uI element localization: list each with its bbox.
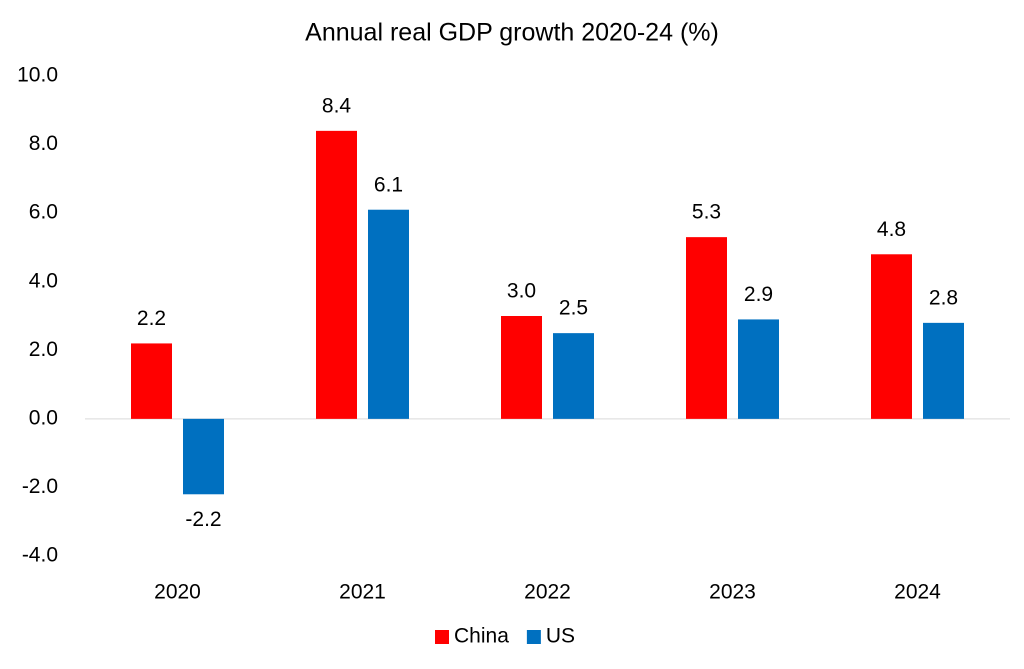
data-label: 2.9	[744, 283, 773, 306]
x-tick-label: 2020	[154, 581, 201, 604]
y-tick-label: 2.0	[29, 338, 58, 361]
data-label: 2.5	[559, 297, 588, 320]
data-label: 4.8	[877, 218, 906, 241]
bar	[923, 322, 964, 419]
data-label: 3.0	[507, 280, 536, 303]
y-tick-label: 8.0	[29, 132, 58, 155]
x-tick-label: 2022	[524, 581, 571, 604]
y-tick-label: 10.0	[17, 64, 58, 87]
bar	[501, 316, 542, 419]
data-label: 6.1	[374, 173, 403, 196]
x-tick-label: 2024	[894, 581, 941, 604]
data-label: 5.3	[692, 201, 721, 224]
x-tick-label: 2021	[339, 581, 386, 604]
y-tick-label: 6.0	[29, 201, 58, 224]
y-tick-label: -4.0	[22, 544, 58, 567]
data-label: 2.8	[929, 286, 958, 309]
data-label: 8.4	[322, 94, 352, 117]
bar	[553, 333, 594, 419]
bar	[738, 319, 779, 419]
x-tick-label: 2023	[709, 581, 756, 604]
data-label: 2.2	[137, 307, 166, 330]
y-tick-label: 4.0	[29, 269, 58, 292]
chart-title: Annual real GDP growth 2020-24 (%)	[305, 19, 719, 47]
y-tick-label: -2.0	[22, 475, 58, 498]
legend-label: US	[546, 625, 575, 648]
legend-swatch	[526, 630, 541, 644]
bar	[871, 254, 912, 419]
legend-swatch	[435, 630, 449, 644]
legend-label: China	[454, 625, 509, 648]
bar	[183, 418, 224, 495]
bar	[131, 343, 172, 419]
y-tick-label: 0.0	[29, 406, 58, 429]
bar	[316, 130, 357, 419]
data-label: -2.2	[185, 508, 221, 531]
bar	[686, 237, 727, 419]
bar	[368, 209, 409, 419]
